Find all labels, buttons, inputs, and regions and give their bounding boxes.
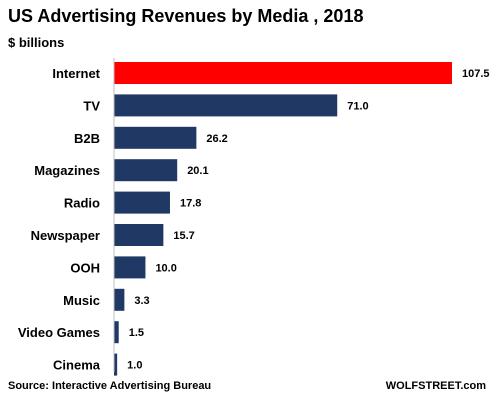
value-label-tv: 71.0 <box>347 100 368 112</box>
value-label-cinema: 1.0 <box>127 360 142 372</box>
category-label-video-games: Video Games <box>18 325 100 340</box>
value-label-radio: 17.8 <box>180 198 201 210</box>
category-label-cinema: Cinema <box>53 358 101 373</box>
bar-ooh <box>114 256 146 279</box>
category-label-internet: Internet <box>52 66 100 81</box>
bar-b2b <box>114 126 197 149</box>
source-note: Source: Interactive Advertising Bureau <box>8 380 212 392</box>
category-label-radio: Radio <box>64 196 100 211</box>
chart-title: US Advertising Revenues by Media , 2018 <box>8 6 364 26</box>
value-label-ooh: 10.0 <box>155 262 176 274</box>
bar-music <box>114 288 125 311</box>
category-label-newspaper: Newspaper <box>31 228 100 243</box>
bar-tv <box>114 94 338 117</box>
category-label-tv: TV <box>83 98 100 113</box>
category-label-magazines: Magazines <box>34 163 100 178</box>
bar-newspaper <box>114 224 164 246</box>
bars-group: Internet 107.5 TV 71.0 B2B 26.2 Magazines 20.1 R… <box>18 62 490 376</box>
value-label-magazines: 20.1 <box>187 165 208 177</box>
value-label-video-games: 1.5 <box>129 327 144 339</box>
value-label-newspaper: 15.7 <box>173 230 194 242</box>
category-label-music: Music <box>63 293 100 308</box>
category-label-b2b: B2B <box>74 131 100 146</box>
bar-magazines <box>114 159 178 182</box>
bar-cinema <box>114 353 118 376</box>
bar-radio <box>114 191 170 214</box>
bar-video-games <box>114 321 119 344</box>
site-credit: WOLFSTREET.com <box>385 380 486 392</box>
value-label-music: 3.3 <box>134 295 149 307</box>
chart-subtitle: $ billions <box>8 35 65 50</box>
value-label-internet: 107.5 <box>462 68 490 80</box>
value-label-b2b: 26.2 <box>206 133 227 145</box>
bar-internet <box>114 62 452 84</box>
category-label-ooh: OOH <box>70 260 100 275</box>
